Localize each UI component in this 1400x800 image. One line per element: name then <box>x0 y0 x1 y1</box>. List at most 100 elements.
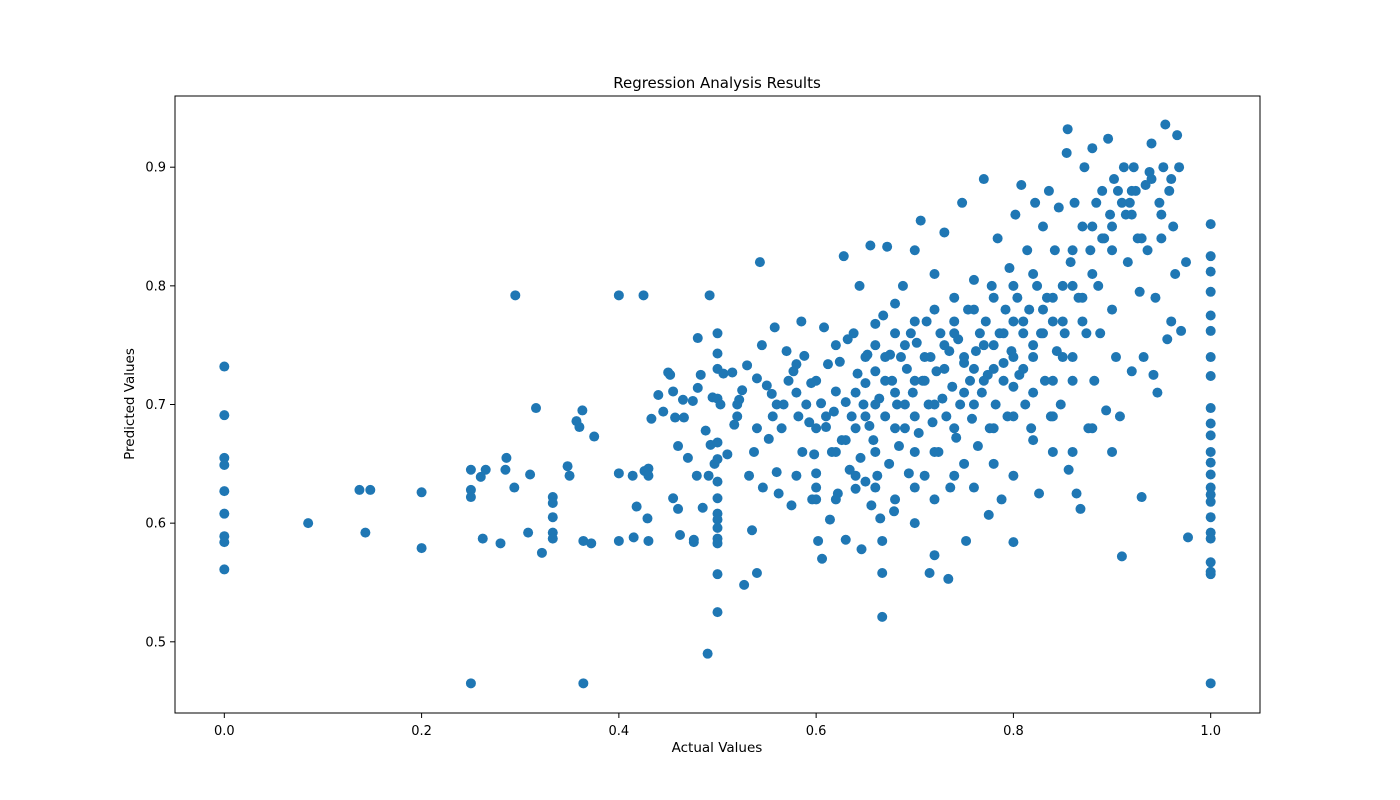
data-point <box>1067 446 1078 457</box>
data-point <box>965 375 976 386</box>
data-point <box>219 410 230 421</box>
data-point <box>850 423 861 434</box>
data-point <box>643 470 654 481</box>
data-point <box>1166 316 1177 327</box>
data-point <box>722 449 733 460</box>
data-point <box>880 411 891 422</box>
data-point <box>1004 263 1015 274</box>
y-axis: 0.5 0.6 0.7 0.8 0.9 <box>145 161 175 650</box>
data-point <box>838 251 849 262</box>
data-point <box>416 487 427 498</box>
data-point <box>1032 280 1043 291</box>
data-point <box>673 441 684 452</box>
data-point <box>742 360 753 371</box>
data-point <box>678 412 689 423</box>
data-point <box>1205 557 1216 568</box>
data-point <box>732 411 743 422</box>
data-point <box>791 387 802 398</box>
data-point <box>704 290 715 301</box>
data-point <box>1162 334 1173 345</box>
data-point <box>638 290 649 301</box>
data-point <box>929 304 940 315</box>
data-point <box>510 290 521 301</box>
data-point <box>703 470 714 481</box>
data-point <box>939 227 950 238</box>
data-point <box>1018 363 1029 374</box>
data-point <box>691 470 702 481</box>
data-point <box>1067 352 1078 363</box>
data-point <box>809 449 820 460</box>
data-point <box>1172 130 1183 141</box>
data-point <box>840 397 851 408</box>
data-point <box>712 607 723 618</box>
data-point <box>856 544 867 555</box>
data-point <box>1107 446 1118 457</box>
data-point <box>951 432 962 443</box>
data-point <box>937 393 948 404</box>
data-point <box>732 399 743 410</box>
data-point <box>1158 162 1169 173</box>
data-point <box>1028 352 1039 363</box>
data-point <box>877 611 888 622</box>
data-point <box>1067 375 1078 386</box>
data-point <box>880 375 891 386</box>
data-point <box>1077 221 1088 232</box>
data-point <box>816 398 827 409</box>
data-point <box>501 452 512 463</box>
chart-title: Regression Analysis Results <box>613 74 821 92</box>
data-point <box>840 435 851 446</box>
y-tick-label: 0.7 <box>145 398 166 413</box>
data-point <box>1205 266 1216 277</box>
data-point <box>1126 366 1137 377</box>
data-point <box>786 500 797 511</box>
data-point <box>978 340 989 351</box>
data-point <box>870 399 881 410</box>
data-point <box>677 394 688 405</box>
data-point <box>1069 197 1080 208</box>
data-point <box>416 543 427 554</box>
data-point <box>909 411 920 422</box>
data-point <box>1126 185 1137 196</box>
x-tick-label: 1.0 <box>1200 724 1221 739</box>
data-point <box>1146 138 1157 149</box>
data-point <box>1008 352 1019 363</box>
data-point <box>870 340 881 351</box>
data-point <box>627 470 638 481</box>
data-point <box>712 514 723 525</box>
data-point <box>712 437 723 448</box>
data-point <box>870 366 881 377</box>
data-point <box>890 298 901 309</box>
data-point <box>219 537 230 548</box>
data-point <box>909 375 920 386</box>
data-point <box>955 399 966 410</box>
data-point <box>929 268 940 279</box>
data-point <box>613 290 624 301</box>
data-point <box>1016 179 1027 190</box>
data-point <box>219 452 230 463</box>
data-point <box>872 470 883 481</box>
data-point <box>531 403 542 414</box>
data-point <box>941 411 952 422</box>
data-point <box>990 399 1001 410</box>
data-point <box>751 373 762 384</box>
data-point <box>921 316 932 327</box>
data-point <box>1107 221 1118 232</box>
data-point <box>793 411 804 422</box>
x-tick-label: 0.0 <box>214 724 235 739</box>
data-point <box>1057 280 1068 291</box>
data-point <box>712 493 723 504</box>
data-point <box>1028 340 1039 351</box>
data-point <box>1043 185 1054 196</box>
data-point <box>1018 328 1029 339</box>
data-point <box>695 369 706 380</box>
data-point <box>868 435 879 446</box>
data-point <box>895 352 906 363</box>
data-point <box>643 535 654 546</box>
data-point <box>767 411 778 422</box>
data-point <box>778 399 789 410</box>
data-point <box>988 340 999 351</box>
data-point <box>1010 209 1021 220</box>
data-point <box>939 363 950 374</box>
data-point <box>860 476 871 487</box>
